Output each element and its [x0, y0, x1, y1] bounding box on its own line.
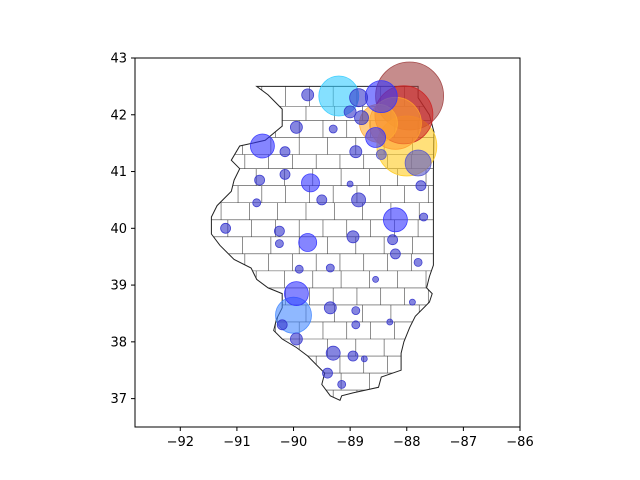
- x-tick-label: −91: [223, 435, 250, 450]
- data-point: [390, 249, 400, 259]
- data-point: [326, 346, 340, 360]
- data-point: [277, 320, 287, 330]
- y-tick-label: 39: [110, 279, 127, 294]
- y-tick-label: 42: [110, 108, 127, 123]
- data-point: [295, 265, 303, 273]
- y-tick-label: 38: [110, 335, 127, 350]
- data-point: [323, 368, 333, 378]
- data-point: [355, 111, 369, 125]
- data-point: [350, 89, 368, 107]
- data-point: [344, 106, 356, 118]
- data-point: [347, 231, 359, 243]
- data-point: [255, 175, 265, 185]
- x-tick-label: −90: [280, 435, 307, 450]
- data-point: [302, 174, 320, 192]
- data-point: [284, 282, 308, 306]
- data-point: [352, 193, 366, 207]
- data-point: [350, 146, 362, 158]
- data-point: [324, 302, 336, 314]
- data-point: [326, 264, 334, 272]
- data-point: [373, 276, 379, 282]
- data-point: [383, 208, 407, 232]
- data-point: [366, 128, 386, 148]
- data-point: [376, 150, 386, 160]
- x-tick-label: −87: [450, 435, 477, 450]
- data-point: [347, 181, 353, 187]
- data-point: [250, 134, 274, 158]
- data-point: [405, 150, 431, 176]
- data-point: [253, 199, 261, 207]
- data-point: [290, 121, 302, 133]
- x-tick-label: −92: [167, 435, 194, 450]
- data-point: [280, 147, 290, 157]
- data-point: [221, 223, 231, 233]
- data-point: [348, 351, 358, 361]
- data-point: [420, 213, 428, 221]
- data-point: [387, 319, 393, 325]
- y-tick-label: 37: [110, 392, 127, 407]
- data-point: [361, 356, 367, 362]
- data-point: [388, 235, 398, 245]
- data-point: [338, 380, 346, 388]
- data-point: [414, 258, 422, 266]
- data-point: [365, 81, 397, 113]
- x-tick-label: −86: [506, 435, 533, 450]
- data-point: [280, 169, 290, 179]
- data-point: [352, 307, 360, 315]
- data-point: [329, 125, 337, 133]
- x-tick-label: −89: [336, 435, 363, 450]
- data-point: [274, 226, 284, 236]
- data-point: [290, 333, 302, 345]
- data-point: [409, 299, 415, 305]
- data-point: [275, 240, 283, 248]
- data-point: [299, 234, 317, 252]
- data-point: [317, 195, 327, 205]
- y-tick-label: 41: [110, 165, 127, 180]
- y-tick-label: 43: [110, 52, 127, 67]
- data-point: [416, 181, 426, 191]
- y-tick-label: 40: [110, 222, 127, 237]
- data-point: [352, 321, 360, 329]
- x-tick-label: −88: [393, 435, 420, 450]
- data-point: [302, 89, 314, 101]
